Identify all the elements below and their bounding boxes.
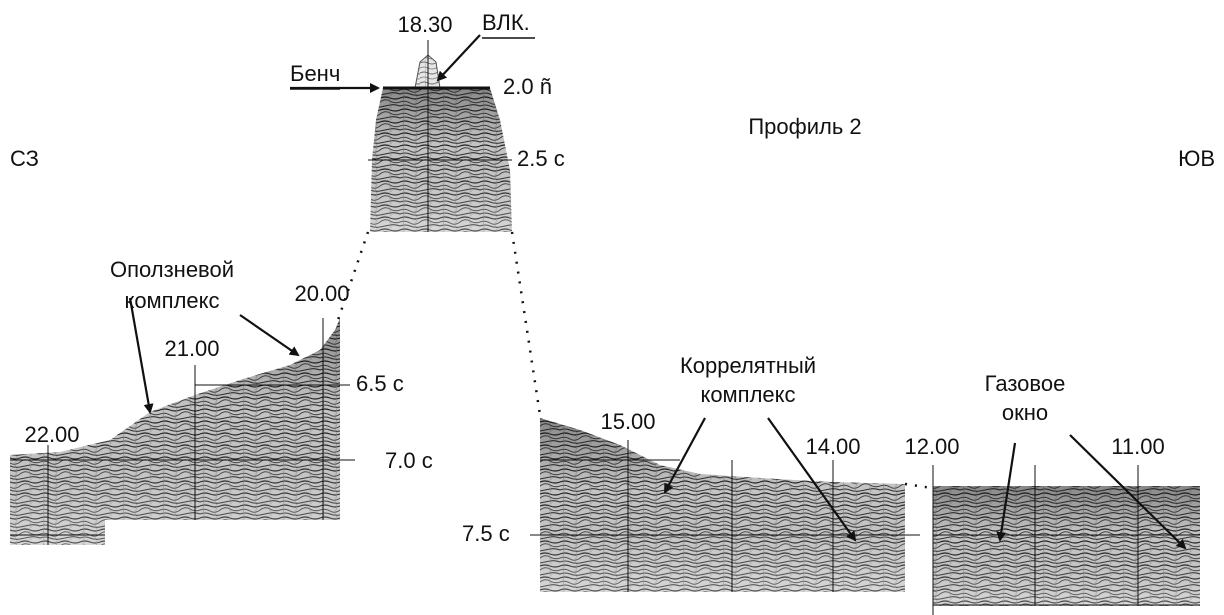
connector bbox=[338, 232, 368, 320]
time-mark: 2.0 ñ bbox=[503, 74, 552, 99]
shot-point: 12.00 bbox=[904, 434, 959, 459]
annotation: окно bbox=[1002, 400, 1048, 425]
shot-point: 15.00 bbox=[600, 409, 655, 434]
annotation: Газовое bbox=[985, 371, 1066, 396]
seismic-panel bbox=[933, 465, 1200, 615]
annotation: Оползневой bbox=[110, 257, 234, 282]
annotation: Бенч bbox=[290, 61, 340, 86]
connector bbox=[905, 484, 932, 488]
annotation: ВЛК. bbox=[482, 10, 530, 35]
profile-title: Профиль 2 bbox=[748, 114, 861, 139]
annotation: комплекс bbox=[700, 382, 795, 407]
shot-point: 14.00 bbox=[805, 434, 860, 459]
annotation: Коррелятный bbox=[680, 353, 816, 378]
time-mark: 2.5 с bbox=[517, 146, 565, 171]
time-mark: 6.5 с bbox=[356, 371, 404, 396]
shot-point: 18.30 bbox=[397, 12, 452, 37]
seismic-panel bbox=[368, 40, 512, 232]
connector bbox=[512, 232, 540, 415]
annotation: комплекс bbox=[124, 288, 219, 313]
shot-point: 11.00 bbox=[1111, 434, 1164, 459]
shot-point: 22.00 bbox=[24, 422, 79, 447]
shot-point: 21.00 bbox=[164, 336, 219, 361]
shot-point: 20.00 bbox=[294, 281, 349, 306]
time-mark: 7.0 с bbox=[385, 448, 433, 473]
seismic-panel bbox=[530, 418, 920, 592]
direction-label: СЗ bbox=[10, 146, 39, 171]
direction-label: ЮВ bbox=[1178, 146, 1215, 171]
seismic-profile: СЗ ЮВ Профиль 2 2.0 ñ 2.5 с 6.5 с 7.0 с … bbox=[0, 0, 1224, 615]
time-mark: 7.5 с bbox=[462, 521, 510, 546]
